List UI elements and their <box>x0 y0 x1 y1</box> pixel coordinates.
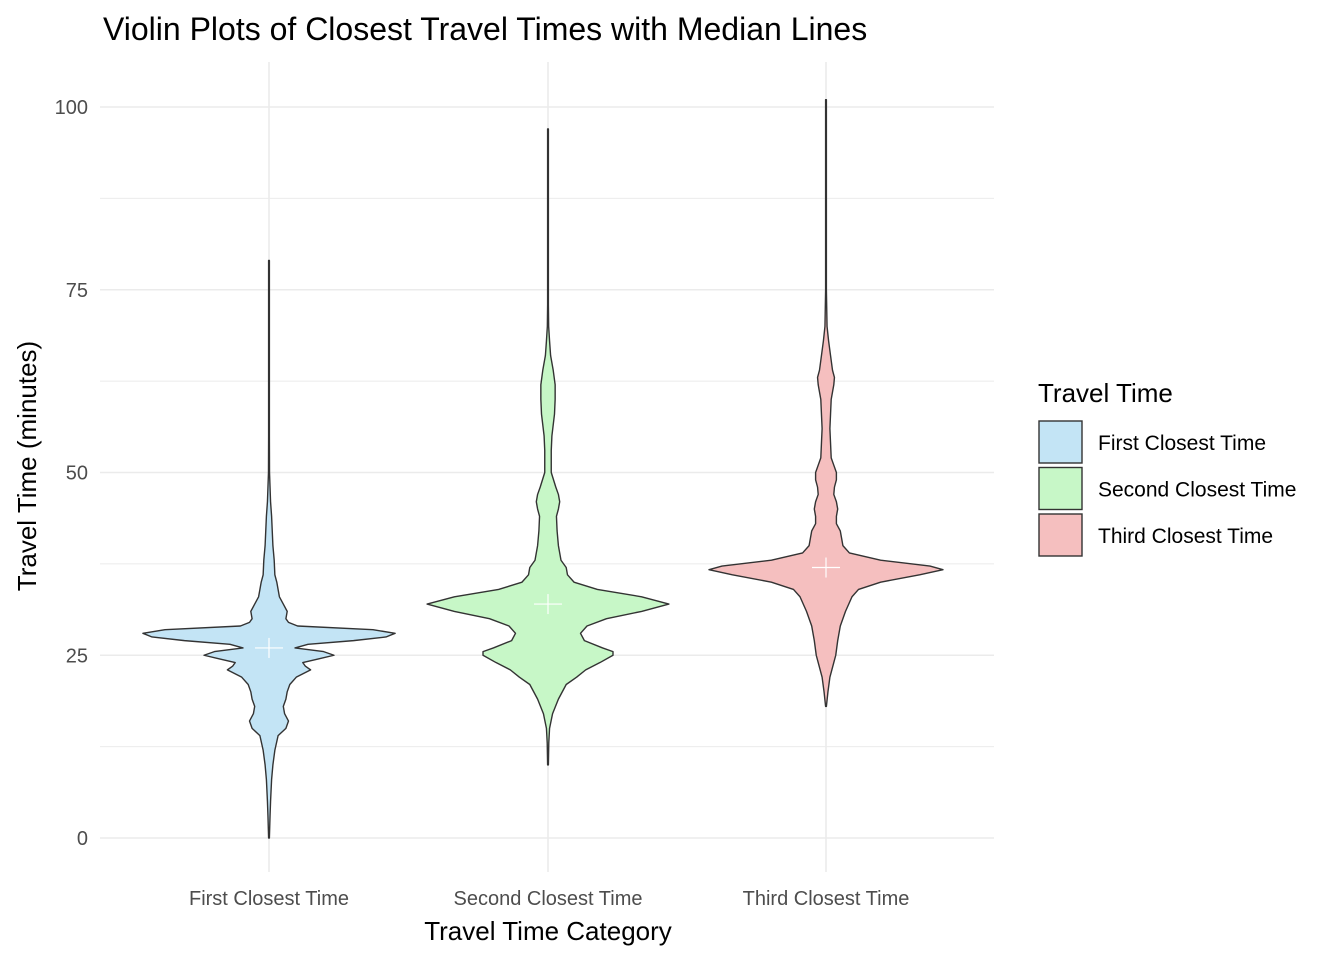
violin-3 <box>708 98 944 708</box>
legend-label: Third Closest Time <box>1098 525 1273 548</box>
legend-label: First Closest Time <box>1098 432 1266 455</box>
y-tick-label: 0 <box>77 828 88 850</box>
y-tick-label: 50 <box>66 463 88 485</box>
x-tick-label: Second Closest Time <box>454 888 643 910</box>
legend-label: Second Closest Time <box>1098 479 1296 502</box>
legend: Travel Time First Closest Time Second Clo… <box>1038 378 1296 557</box>
legend-key <box>1038 513 1083 557</box>
y-tick-labels: 0 25 50 75 100 <box>55 97 88 850</box>
legend-key <box>1038 420 1083 464</box>
y-tick-label: 75 <box>66 280 88 302</box>
violin-2 <box>426 128 670 766</box>
violins <box>142 98 944 839</box>
y-axis-title: Travel Time (minutes) <box>12 341 42 591</box>
chart-title: Violin Plots of Closest Travel Times wit… <box>103 11 867 47</box>
x-tick-label: Third Closest Time <box>743 888 910 910</box>
y-tick-label: 100 <box>55 97 88 119</box>
x-axis-title: Travel Time Category <box>424 916 672 946</box>
legend-title: Travel Time <box>1038 378 1173 408</box>
x-tick-labels: First Closest Time Second Closest Time Thi… <box>189 888 909 910</box>
x-tick-label: First Closest Time <box>189 888 349 910</box>
legend-key <box>1038 466 1083 511</box>
violin-1 <box>142 259 396 839</box>
y-tick-label: 25 <box>66 645 88 667</box>
